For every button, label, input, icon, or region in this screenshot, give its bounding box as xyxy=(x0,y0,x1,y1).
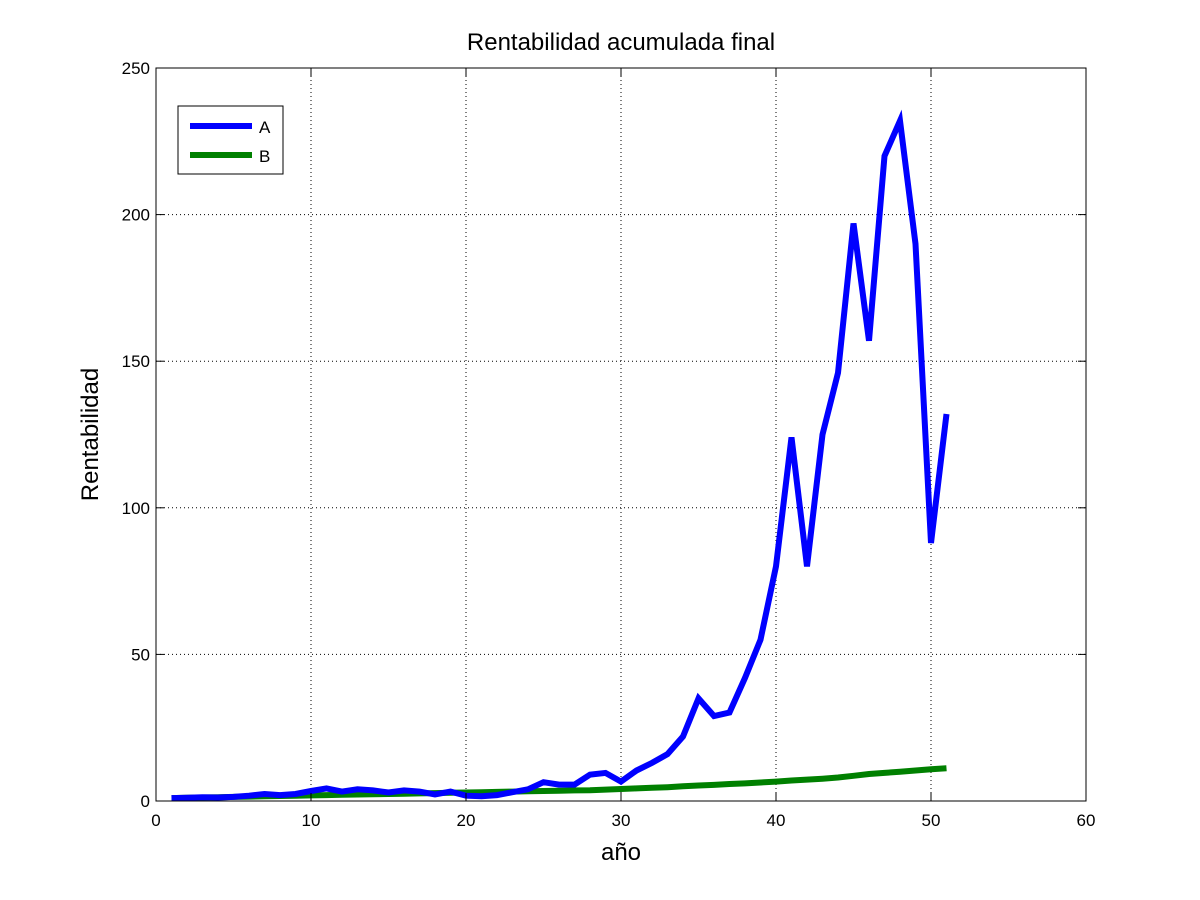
x-tick-label: 20 xyxy=(457,811,476,830)
y-tick-label: 150 xyxy=(122,352,150,371)
legend: AB xyxy=(177,105,284,175)
ticks: 0 10 20 30 40 50 60 0 50 100 150 200 250 xyxy=(122,59,1096,830)
legend-label-b: B xyxy=(259,147,270,166)
series-line-a xyxy=(171,109,950,802)
y-tick-label: 250 xyxy=(122,59,150,78)
chart-title: Rentabilidad acumulada final xyxy=(467,29,775,56)
x-tick-label: 60 xyxy=(1077,811,1096,830)
grid xyxy=(156,68,1086,801)
y-tick-label: 50 xyxy=(131,645,150,664)
legend-label-a: A xyxy=(259,118,271,137)
legend-box xyxy=(177,105,284,175)
y-tick-label: 200 xyxy=(122,206,150,225)
y-tick-label: 100 xyxy=(122,499,150,518)
series-layer xyxy=(171,109,950,802)
x-axis-label: año xyxy=(601,839,641,866)
x-tick-label: 10 xyxy=(302,811,321,830)
x-tick-label: 0 xyxy=(151,811,160,830)
y-tick-label: 0 xyxy=(141,792,150,811)
x-tick-label: 30 xyxy=(612,811,631,830)
x-tick-label: 40 xyxy=(767,811,786,830)
x-tick-label: 50 xyxy=(922,811,941,830)
y-axis-label: Rentabilidad xyxy=(77,368,104,501)
